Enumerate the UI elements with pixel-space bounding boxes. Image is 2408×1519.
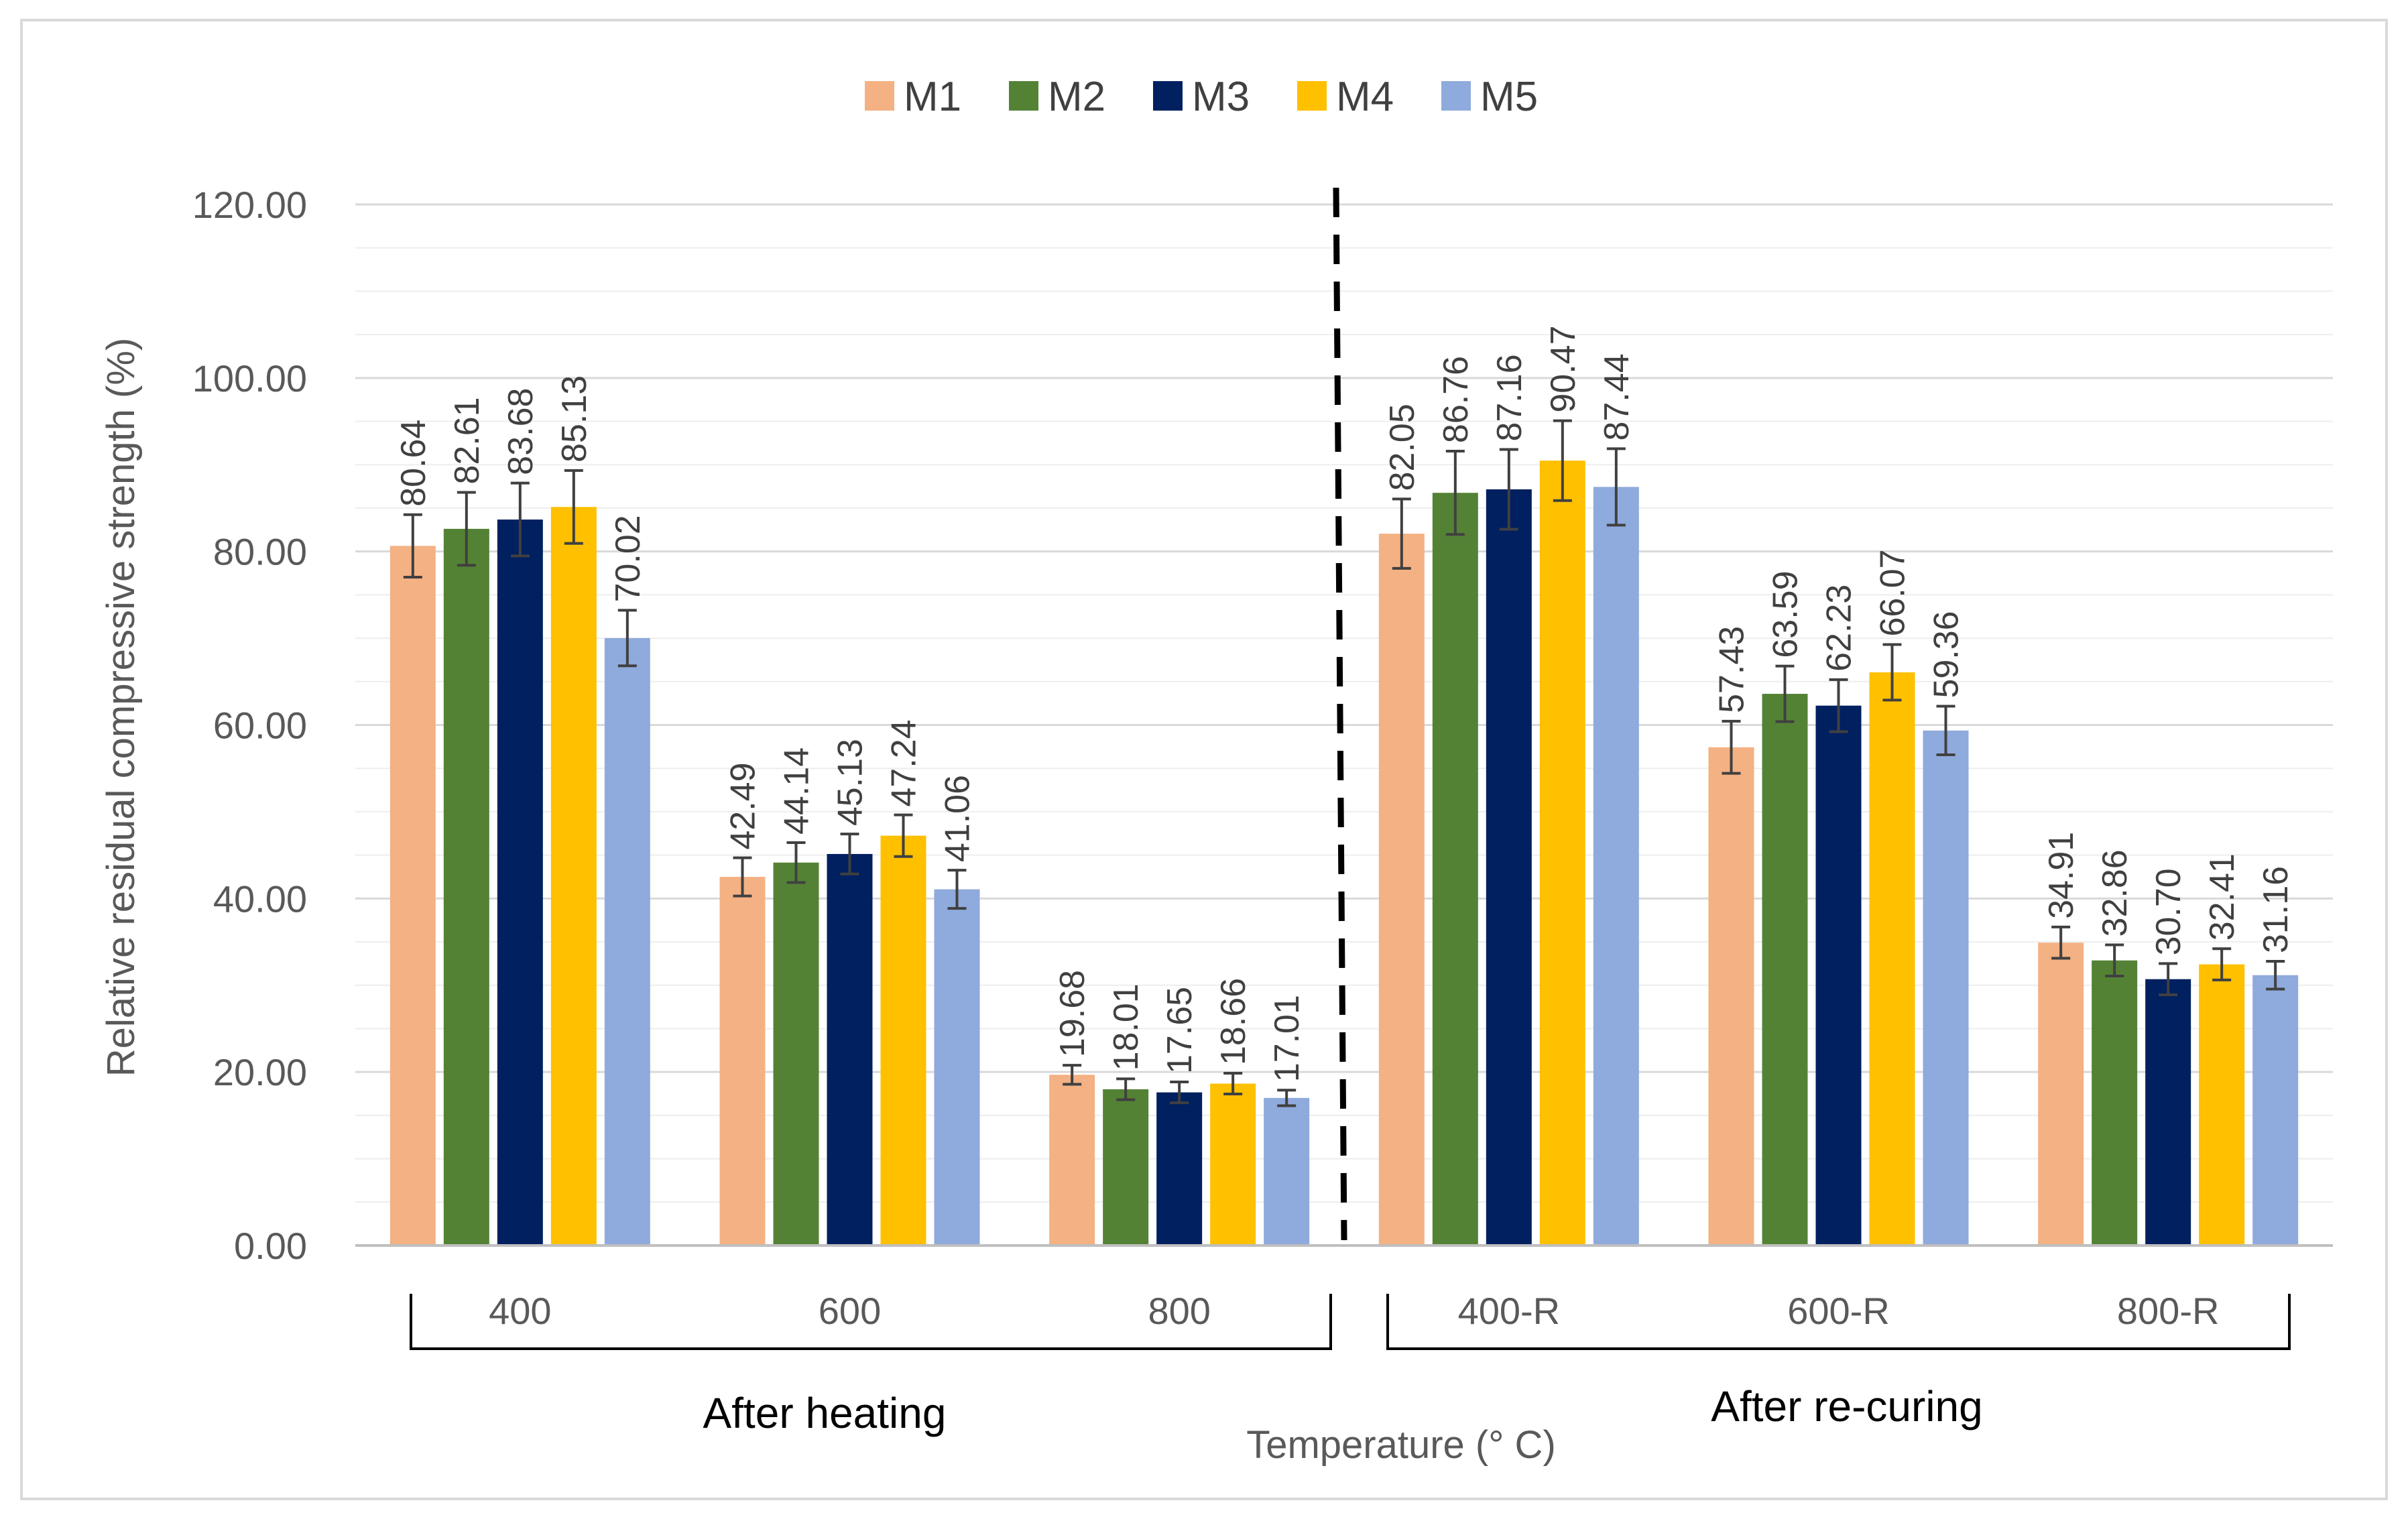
bar-m5-800 — [1264, 1097, 1310, 1245]
y-tick-label: 80.00 — [213, 531, 307, 573]
y-tick-label: 100.00 — [192, 357, 307, 400]
bar-m2-400-r — [1432, 493, 1478, 1245]
data-label: 87.16 — [1490, 354, 1529, 441]
bar-m2-800-r — [2092, 960, 2138, 1245]
data-label: 32.86 — [2096, 849, 2134, 936]
data-label: 41.06 — [939, 775, 977, 862]
bar-m5-400 — [604, 637, 650, 1245]
legend-swatch-m5 — [1441, 81, 1471, 111]
data-label: 17.65 — [1160, 987, 1199, 1074]
legend-swatch-m4 — [1297, 81, 1327, 111]
bar-m2-600 — [773, 862, 819, 1245]
bar-m5-600-r — [1923, 730, 1969, 1245]
bar-m1-400 — [389, 546, 436, 1245]
legend-swatch-m1 — [865, 81, 894, 111]
x-tick-label: 400 — [489, 1290, 551, 1332]
bar-m1-800-r — [2038, 943, 2084, 1245]
data-label: 83.68 — [501, 388, 540, 475]
bar-m2-600-r — [1762, 694, 1808, 1245]
data-label: 47.24 — [885, 719, 924, 806]
legend-label-m4: M4 — [1336, 74, 1394, 120]
data-label: 44.14 — [778, 747, 817, 835]
legend-label-m5: M5 — [1480, 74, 1538, 120]
bar-m1-800 — [1049, 1075, 1095, 1245]
bar-m3-600 — [827, 853, 873, 1245]
data-label: 80.64 — [394, 420, 433, 507]
bar-m5-400-r — [1593, 487, 1639, 1246]
chart-frame — [20, 19, 2388, 1500]
bar-m2-400 — [443, 528, 489, 1245]
data-label: 63.59 — [1766, 570, 1805, 658]
data-label: 31.16 — [2256, 866, 2295, 953]
x-tick-label: 800-R — [2117, 1290, 2220, 1332]
bar-m5-800-r — [2252, 975, 2299, 1245]
legend: M1 M2 M3 M4 M5 — [865, 74, 1538, 120]
data-label: 87.44 — [1598, 353, 1636, 440]
bar-m5-600 — [934, 889, 980, 1245]
axes: 0.00 20.00 40.00 60.00 80.00 100.00 120.00 400 6… — [192, 184, 2333, 1350]
gridlines — [355, 203, 2333, 1203]
data-label: 70.02 — [609, 515, 648, 602]
legend-swatch-m3 — [1153, 81, 1183, 111]
x-tick-label: 600 — [819, 1290, 881, 1332]
data-label: 57.43 — [1713, 626, 1752, 713]
y-tick-label: 60.00 — [213, 705, 307, 747]
legend-label-m1: M1 — [904, 74, 961, 120]
y-tick-label: 40.00 — [213, 877, 307, 920]
y-tick-label: 20.00 — [213, 1051, 307, 1093]
bar-m1-400-r — [1378, 534, 1425, 1245]
y-axis-title: Relative residual compressive strength (… — [99, 338, 143, 1077]
legend-swatch-m2 — [1009, 81, 1038, 111]
data-label: 59.36 — [1927, 611, 1966, 698]
data-label: 30.70 — [2149, 868, 2188, 955]
bar-m1-600-r — [1708, 747, 1754, 1245]
data-label: 34.91 — [2042, 832, 2081, 919]
data-label: 17.01 — [1268, 995, 1307, 1082]
bar-m3-800 — [1156, 1092, 1203, 1245]
bar-m3-400 — [497, 520, 543, 1246]
data-label: 90.47 — [1544, 325, 1583, 412]
data-label: 85.13 — [555, 375, 594, 463]
data-label: 86.76 — [1437, 356, 1476, 443]
data-label: 82.61 — [448, 397, 487, 484]
group-title-after-recuring: After re-curing — [1711, 1382, 1982, 1431]
bar-m4-800-r — [2199, 964, 2245, 1245]
y-tick-label: 120.00 — [192, 184, 307, 226]
data-label: 66.07 — [1874, 549, 1913, 636]
data-label: 18.01 — [1107, 983, 1146, 1071]
data-label: 18.66 — [1214, 978, 1253, 1065]
x-tick-label: 800 — [1148, 1290, 1210, 1332]
x-axis-title: Temperature (° C) — [1246, 1423, 1556, 1467]
y-tick-label: 0.00 — [234, 1225, 307, 1267]
data-label: 82.05 — [1383, 404, 1422, 491]
bar-m3-600-r — [1815, 705, 1862, 1245]
bar-m4-400-r — [1539, 461, 1585, 1245]
bar-m4-600 — [880, 835, 926, 1245]
bar-m2-800 — [1103, 1089, 1149, 1245]
data-label: 62.23 — [1820, 585, 1859, 672]
data-label: 42.49 — [724, 762, 763, 849]
bar-m3-400-r — [1486, 489, 1532, 1245]
legend-label-m3: M3 — [1192, 74, 1250, 120]
data-label: 32.41 — [2203, 853, 2242, 940]
bar-m1-600 — [719, 877, 766, 1245]
bar-m4-600-r — [1869, 672, 1915, 1245]
data-label: 45.13 — [831, 739, 870, 826]
data-label: 19.68 — [1053, 970, 1092, 1057]
x-tick-label: 600-R — [1787, 1290, 1890, 1332]
bar-m4-400 — [550, 507, 597, 1246]
bar-m4-800 — [1210, 1083, 1256, 1245]
bar-m3-800-r — [2145, 979, 2191, 1245]
group-title-after-heating: After heating — [703, 1389, 947, 1437]
bracket-after-heating — [410, 1294, 1332, 1350]
legend-label-m2: M2 — [1048, 74, 1105, 120]
bracket-after-recuring — [1386, 1294, 2291, 1350]
group-divider — [1333, 187, 1347, 1241]
x-tick-label: 400-R — [1458, 1290, 1561, 1332]
bars: 80.64 82.61 83.68 85.13 70.02 42.49 44.14 45.13… — [389, 325, 2299, 1246]
